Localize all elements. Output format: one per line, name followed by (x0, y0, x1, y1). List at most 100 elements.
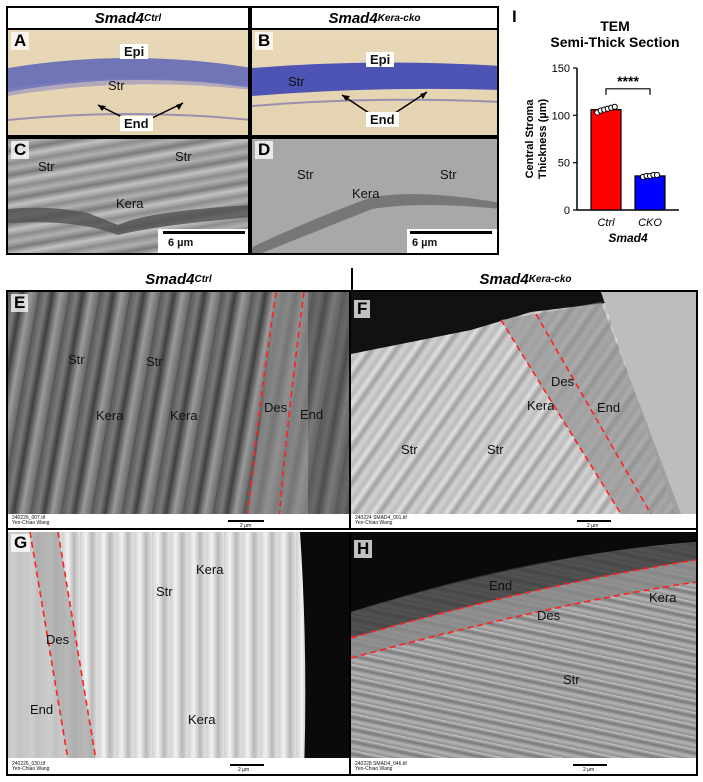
panel-g-image: G Kera Str Des End Kera 240226_030.tif Ye… (8, 532, 351, 774)
y-tick-label: 150 (552, 63, 570, 75)
descemet-overlay (8, 532, 349, 774)
caption-author: Yen-Chiao Wang (355, 766, 393, 772)
caption-author: Yen-Chiao Wang (12, 766, 50, 772)
label-str: Str (175, 149, 192, 164)
label-str: Str (440, 167, 457, 182)
label-end: End (300, 407, 324, 422)
epithelium-layer (252, 62, 497, 116)
panel-c-image: C Str Str Kera 6 µm (6, 137, 250, 255)
scale-label: 2 µm (583, 767, 595, 773)
x-category-label: CKO (638, 217, 662, 229)
label-kera: Kera (527, 398, 555, 413)
scale-bar (410, 231, 492, 234)
keratocyte-shape (252, 194, 497, 253)
bar-chart-svg: 0 50 100 150 Ctrl CKO **** Smad4 Central Stroma T… (524, 63, 679, 245)
label-str: Str (108, 78, 125, 93)
label-str: Str (156, 584, 173, 599)
header-base: Smad4 (328, 9, 378, 27)
label-des: Des (551, 374, 575, 389)
label-epi: Epi (120, 44, 149, 59)
label-str: Str (68, 352, 85, 367)
header-sup: Kera-cko (528, 273, 572, 285)
label-end: End (366, 112, 399, 127)
scale-label: 2 µm (238, 767, 250, 773)
label-end: End (120, 116, 153, 131)
label-str: Str (401, 442, 418, 457)
caption-file: 240228 SMAD4_046.tif (355, 761, 407, 767)
panel-letter-a: A (11, 32, 30, 50)
label-des: Des (537, 608, 561, 623)
label-str: Str (563, 672, 580, 687)
label-end: End (30, 702, 54, 717)
y-axis-title-line1: Central Stroma (524, 99, 536, 179)
scale-label: 2 µm (587, 523, 599, 529)
panel-letter-g: G (11, 534, 31, 552)
panel-a-image: A Epi Str End (6, 28, 250, 137)
descemet-overlay (351, 532, 696, 774)
panel-i-chart: I TEM Semi-Thick Section 0 50 100 150 Ctrl CK… (505, 6, 697, 256)
image-caption: 240226_007.tif Yen-Chiao Wang (12, 516, 49, 526)
panel-f-image: F Des End Kera Str Str 240224 SMAD4_001.… (351, 292, 696, 530)
header-cko-top: Smad4 Kera-cko (250, 6, 499, 28)
scale-bar (163, 231, 245, 234)
scale-label: 6 µm (412, 237, 438, 249)
header-sup: Kera-cko (377, 12, 421, 24)
label-kera: Kera (96, 408, 124, 423)
panel-letter-e: E (11, 294, 29, 312)
caption-file: 240226_007.tif (12, 515, 46, 521)
header-ctrl-top: Smad4 Ctrl (6, 6, 250, 28)
scale-label: 2 µm (240, 523, 252, 529)
panel-letter-d: D (255, 141, 274, 159)
x-axis-title: Smad4 (608, 231, 648, 245)
label-str: Str (288, 74, 305, 89)
bar-cko (634, 175, 666, 211)
header-sup: Ctrl (194, 273, 212, 285)
y-tick-label: 100 (552, 110, 570, 122)
y-tick-label: 50 (558, 158, 570, 170)
chart-title-line2: Semi-Thick Section (550, 34, 680, 50)
label-kera: Kera (170, 408, 198, 423)
descemet-overlay (8, 292, 349, 528)
panel-letter-f: F (354, 300, 371, 318)
keratocyte-shape (8, 205, 248, 235)
label-kera: Kera (188, 712, 216, 727)
panel-letter-h: H (354, 540, 373, 558)
scale-label: 6 µm (168, 237, 194, 249)
label-kera: Kera (196, 562, 224, 577)
label-kera: Kera (352, 186, 380, 201)
bar-ctrl (590, 109, 622, 211)
label-str: Str (487, 442, 504, 457)
panel-e-image: E Str Str Kera Kera Des End 240226_007.t… (8, 292, 351, 530)
y-tick-label: 0 (564, 205, 570, 217)
label-str: Str (297, 167, 314, 182)
panel-h-image: H End Des Kera Str 240228 SMAD4_046.tif Y… (351, 532, 696, 774)
image-caption: 240224 SMAD4_001.tif Yen-Chiao Wang (355, 516, 407, 526)
header-ctrl-bottom: Smad4 Ctrl (6, 268, 351, 292)
label-end: End (489, 578, 513, 593)
image-caption: 240226_030.tif Yen-Chiao Wang (12, 762, 49, 772)
panel-letter-c: C (11, 141, 30, 159)
label-end: End (597, 400, 621, 415)
label-str: Str (146, 354, 163, 369)
panel-letter-b: B (255, 32, 274, 50)
x-category-label: Ctrl (597, 217, 615, 229)
panel-b-image: B Epi Str End (250, 28, 499, 137)
caption-author: Yen-Chiao Wang (355, 520, 393, 526)
header-sup: Ctrl (143, 12, 162, 24)
y-axis-title-line2: Thickness (µm) (537, 99, 549, 180)
data-point (653, 171, 661, 179)
caption-file: 240224 SMAD4_001.tif (355, 515, 407, 521)
chart-title-line1: TEM (600, 18, 630, 34)
header-cko-bottom: Smad4 Kera-cko (351, 268, 698, 292)
label-kera: Kera (116, 196, 144, 211)
header-base: Smad4 (479, 270, 529, 288)
label-epi: Epi (366, 52, 395, 67)
panel-letter-i: I (512, 7, 517, 26)
significance-bracket (605, 88, 651, 95)
caption-file: 240226_030.tif (12, 761, 46, 767)
label-kera: Kera (649, 590, 677, 605)
epithelium-layer (8, 58, 248, 121)
label-des: Des (46, 632, 70, 647)
header-base: Smad4 (94, 9, 144, 27)
image-caption: 240228 SMAD4_046.tif Yen-Chiao Wang (355, 762, 407, 772)
